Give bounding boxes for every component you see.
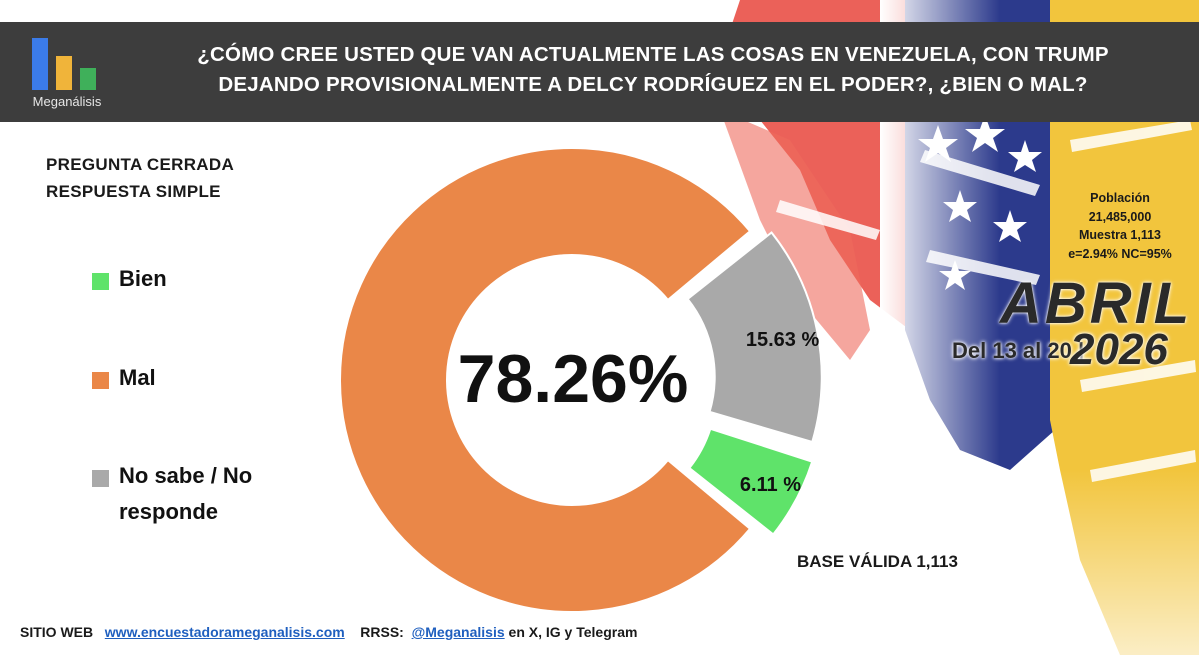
legend-item-no-sabe: No sabe / No responde <box>92 463 309 530</box>
donut-label-bien: 6.11 % <box>740 474 801 496</box>
legend-swatch-bien <box>92 273 109 290</box>
donut-label-no-sabe: 15.63 % <box>746 329 820 351</box>
legend-label-no-sabe: No sabe / No responde <box>119 463 253 524</box>
stats-population-value: 21,485,000 <box>1088 209 1152 224</box>
legend-label-mal: Mal <box>119 365 156 390</box>
footer: SITIO WEB www.encuestadorameganalisis.co… <box>20 624 637 640</box>
brand-logo: Meganálisis <box>22 30 112 116</box>
stats-population-label: Población <box>1090 191 1150 205</box>
footer-handle-link[interactable]: @Meganalisis <box>411 624 505 640</box>
survey-stats: Población 21,485,000 Muestra 1,113 e=2.9… <box>1058 189 1182 263</box>
question-title: ¿CÓMO CREE USTED QUE VAN ACTUALMENTE LAS… <box>118 40 1188 100</box>
donut-slice-mal <box>338 147 752 613</box>
donut-slice-bien <box>687 427 814 536</box>
footer-site-link[interactable]: www.encuestadorameganalisis.com <box>104 624 345 640</box>
logo-text: Meganálisis <box>32 94 102 109</box>
title-line-1: ¿CÓMO CREE USTED QUE VAN ACTUALMENTE LAS… <box>197 43 1109 66</box>
header-bar: Meganálisis ¿CÓMO CREE USTED QUE VAN ACT… <box>0 22 1199 122</box>
valid-base: BASE VÁLIDA 1,113 <box>797 552 958 571</box>
legend-item-bien: Bien <box>92 266 319 297</box>
footer-networks: en X, IG y Telegram <box>508 624 638 640</box>
footer-site-label: SITIO WEB <box>20 624 94 640</box>
legend-swatch-mal <box>92 372 109 389</box>
stats-sample: Muestra 1,113 <box>1079 228 1161 242</box>
donut-slice-no-sabe-no-responde <box>686 231 823 444</box>
title-line-2: DEJANDO PROVISIONALMENTE A DELCY RODRÍGU… <box>218 73 1088 96</box>
stats-error: e=2.94% NC=95% <box>1068 246 1172 261</box>
legend-label-bien: Bien <box>119 266 167 291</box>
donut-label-mal: 78.26% <box>458 341 689 417</box>
legend-swatch-no-sabe <box>92 470 109 487</box>
question-type-line-2: RESPUESTA SIMPLE <box>46 182 221 201</box>
period-year: 2026 <box>1070 325 1168 374</box>
question-type-line-1: PREGUNTA CERRADA <box>46 155 235 174</box>
period-month: ABRIL <box>1000 271 1193 336</box>
footer-rrss-label: RRSS: <box>360 624 404 640</box>
legend-item-mal: Mal <box>92 365 319 396</box>
question-type: PREGUNTA CERRADA RESPUESTA SIMPLE <box>46 151 234 205</box>
bar-chart-icon <box>32 38 96 90</box>
period-dates: Del 13 al 20 | <box>952 338 1085 363</box>
